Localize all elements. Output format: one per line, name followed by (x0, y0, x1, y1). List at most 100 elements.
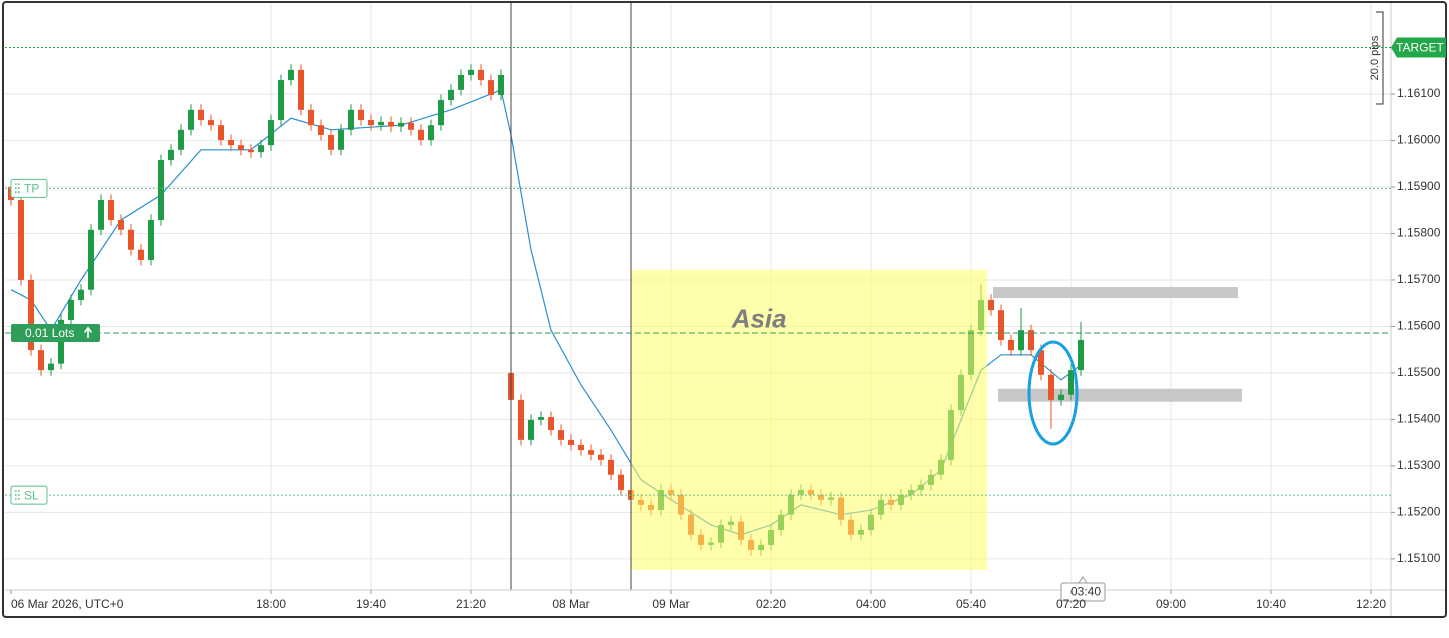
candle-body (588, 450, 594, 455)
candle-body (148, 220, 154, 260)
grip-dot (15, 494, 17, 496)
candle-body (98, 200, 104, 230)
candle-body (1068, 370, 1074, 395)
candle-body (268, 120, 274, 146)
candle-body (408, 122, 414, 130)
level-label: SL (24, 488, 39, 502)
grip-dot (15, 490, 17, 492)
candle-body (1028, 330, 1034, 351)
candle-body (48, 363, 54, 371)
candle-body (428, 125, 434, 141)
candle-body (558, 430, 564, 440)
candle-body (1008, 339, 1014, 351)
grip-dot (15, 498, 17, 500)
candle-body (178, 129, 184, 150)
candle-body (328, 134, 334, 150)
candle-body (1038, 350, 1044, 375)
candle-body (358, 109, 364, 121)
y-tick-label: 1.15200 (1397, 505, 1441, 519)
candle-body (238, 145, 244, 150)
candle-body (528, 419, 534, 440)
countdown: 03:40 (1071, 585, 1101, 599)
candle-body (278, 80, 284, 121)
candle-body (498, 74, 504, 95)
candle-body (478, 69, 484, 81)
y-tick-label: 1.15800 (1397, 226, 1441, 240)
candle-body (1078, 339, 1084, 371)
y-tick-label: 1.15700 (1397, 272, 1441, 286)
highlight-ellipse (1027, 340, 1079, 446)
candle-body (198, 109, 204, 121)
zone (993, 286, 1238, 299)
session-box (631, 269, 987, 571)
x-tick-label: 19:40 (356, 597, 386, 611)
candle-body (998, 310, 1004, 340)
x-tick-label: 04:00 (856, 597, 886, 611)
candle-body (168, 149, 174, 161)
candle-body (458, 74, 464, 90)
x-tick-label: 05:40 (956, 597, 986, 611)
pips-bracket (1376, 11, 1384, 105)
candle-body (438, 100, 444, 126)
candle-body (598, 454, 604, 460)
candle-body (368, 120, 374, 126)
candle-body (568, 439, 574, 445)
candle-body (228, 140, 234, 146)
x-tick-label: 21:20 (456, 597, 486, 611)
candle-body (488, 80, 494, 95)
x-tick-label: 12:20 (1356, 597, 1386, 611)
y-tick-label: 1.15900 (1397, 179, 1441, 193)
candle-body (448, 89, 454, 101)
session-label: Asia (731, 304, 787, 334)
candle-body (318, 125, 324, 135)
frame (2, 1, 1447, 618)
y-tick-label: 1.15600 (1397, 319, 1441, 333)
x-tick-label: 08 Mar (552, 597, 589, 611)
candle-body (1048, 374, 1054, 400)
candle-body (88, 229, 94, 290)
level-tag (10, 485, 48, 505)
candle-body (538, 417, 544, 420)
grip-dot (18, 187, 20, 189)
x-tick-label: 18:00 (256, 597, 286, 611)
candle-body (578, 444, 584, 451)
candle-body (1018, 330, 1024, 351)
candle-body (18, 200, 24, 280)
x-tick-label: 10:40 (1256, 597, 1286, 611)
grip-dot (15, 183, 17, 185)
candle-body (1058, 394, 1064, 400)
level-tag (1391, 37, 1446, 58)
candle-body (418, 129, 424, 141)
candle-body (988, 299, 994, 311)
x-tick-label: 02:20 (756, 597, 786, 611)
candle-body (68, 299, 74, 320)
grip-dot (15, 191, 17, 193)
candle-body (78, 289, 84, 300)
level-label: TARGET (1396, 41, 1444, 55)
grip-dot (18, 498, 20, 500)
candle-body (288, 69, 294, 81)
y-tick-label: 1.15400 (1397, 412, 1441, 426)
candle-body (298, 69, 304, 110)
candle-body (308, 109, 314, 126)
candle-body (618, 474, 624, 491)
level-tag (10, 178, 48, 198)
grip-dot (18, 490, 20, 492)
candle-body (348, 109, 354, 130)
y-tick-label: 1.16000 (1397, 133, 1441, 147)
candle-body (608, 459, 614, 475)
candle-body (28, 279, 34, 351)
grip-dot (15, 187, 17, 189)
y-tick-label: 1.15500 (1397, 365, 1441, 379)
candle-body (218, 125, 224, 141)
candle-body (108, 200, 114, 221)
zone (998, 388, 1242, 402)
x-tick-label: 07:20 (1056, 597, 1086, 611)
x-tick-label: 09 Mar (652, 597, 689, 611)
x-tick-label: 09:00 (1156, 597, 1186, 611)
candle-body (38, 350, 44, 371)
candle-body (118, 220, 124, 230)
candle-body (468, 69, 474, 75)
level-tag (11, 323, 100, 342)
